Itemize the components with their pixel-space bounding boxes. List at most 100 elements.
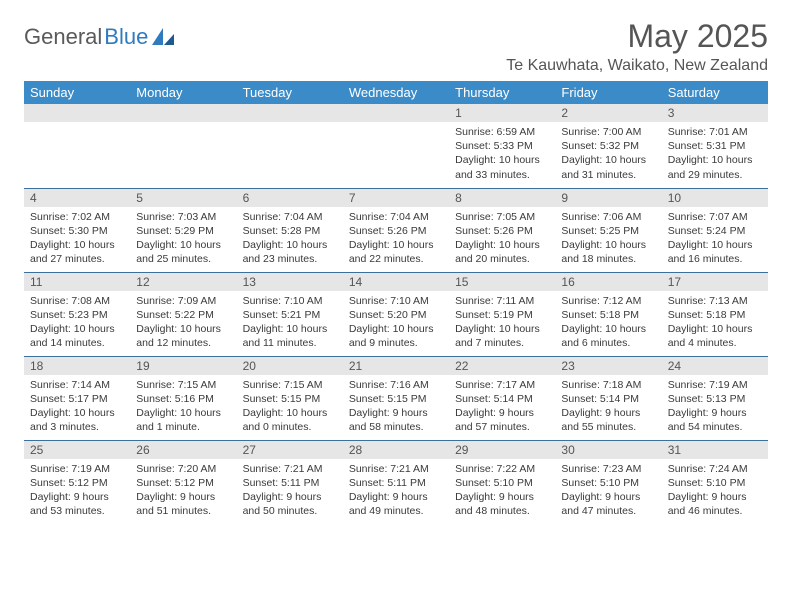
day-cell: 8Sunrise: 7:05 AMSunset: 5:26 PMDaylight… — [449, 188, 555, 272]
day-data: Sunrise: 7:06 AMSunset: 5:25 PMDaylight:… — [555, 207, 661, 271]
daylight-text: Daylight: 9 hours and 55 minutes. — [561, 406, 655, 434]
day-number: 22 — [449, 357, 555, 375]
day-data: Sunrise: 7:04 AMSunset: 5:26 PMDaylight:… — [343, 207, 449, 271]
sunset-text: Sunset: 5:24 PM — [668, 224, 762, 238]
daylight-text: Daylight: 10 hours and 31 minutes. — [561, 153, 655, 181]
sunset-text: Sunset: 5:11 PM — [349, 476, 443, 490]
day-cell: 11Sunrise: 7:08 AMSunset: 5:23 PMDayligh… — [24, 272, 130, 356]
day-data: Sunrise: 7:15 AMSunset: 5:15 PMDaylight:… — [237, 375, 343, 439]
day-number — [343, 104, 449, 122]
day-number: 26 — [130, 441, 236, 459]
daylight-text: Daylight: 10 hours and 27 minutes. — [30, 238, 124, 266]
sunrise-text: Sunrise: 7:21 AM — [349, 462, 443, 476]
col-header: Wednesday — [343, 81, 449, 104]
day-number: 4 — [24, 189, 130, 207]
col-header: Sunday — [24, 81, 130, 104]
day-data: Sunrise: 7:23 AMSunset: 5:10 PMDaylight:… — [555, 459, 661, 523]
month-title: May 2025 — [506, 18, 768, 55]
sunrise-text: Sunrise: 7:23 AM — [561, 462, 655, 476]
day-cell: 13Sunrise: 7:10 AMSunset: 5:21 PMDayligh… — [237, 272, 343, 356]
sunset-text: Sunset: 5:29 PM — [136, 224, 230, 238]
sunrise-text: Sunrise: 7:21 AM — [243, 462, 337, 476]
day-number: 21 — [343, 357, 449, 375]
day-cell — [237, 104, 343, 188]
sunset-text: Sunset: 5:10 PM — [455, 476, 549, 490]
sunset-text: Sunset: 5:17 PM — [30, 392, 124, 406]
day-number: 27 — [237, 441, 343, 459]
sunrise-text: Sunrise: 7:13 AM — [668, 294, 762, 308]
sunrise-text: Sunrise: 7:24 AM — [668, 462, 762, 476]
day-cell: 7Sunrise: 7:04 AMSunset: 5:26 PMDaylight… — [343, 188, 449, 272]
day-number: 30 — [555, 441, 661, 459]
day-cell: 25Sunrise: 7:19 AMSunset: 5:12 PMDayligh… — [24, 440, 130, 524]
day-data: Sunrise: 7:13 AMSunset: 5:18 PMDaylight:… — [662, 291, 768, 355]
sunset-text: Sunset: 5:10 PM — [561, 476, 655, 490]
day-cell: 28Sunrise: 7:21 AMSunset: 5:11 PMDayligh… — [343, 440, 449, 524]
sunrise-text: Sunrise: 7:10 AM — [243, 294, 337, 308]
day-cell: 12Sunrise: 7:09 AMSunset: 5:22 PMDayligh… — [130, 272, 236, 356]
sunset-text: Sunset: 5:26 PM — [455, 224, 549, 238]
sunset-text: Sunset: 5:26 PM — [349, 224, 443, 238]
day-number: 25 — [24, 441, 130, 459]
day-number: 17 — [662, 273, 768, 291]
day-data: Sunrise: 7:11 AMSunset: 5:19 PMDaylight:… — [449, 291, 555, 355]
day-number: 3 — [662, 104, 768, 122]
sunset-text: Sunset: 5:33 PM — [455, 139, 549, 153]
daylight-text: Daylight: 10 hours and 11 minutes. — [243, 322, 337, 350]
day-data: Sunrise: 7:07 AMSunset: 5:24 PMDaylight:… — [662, 207, 768, 271]
day-number: 7 — [343, 189, 449, 207]
day-data: Sunrise: 7:21 AMSunset: 5:11 PMDaylight:… — [343, 459, 449, 523]
sunrise-text: Sunrise: 7:10 AM — [349, 294, 443, 308]
day-number — [237, 104, 343, 122]
day-cell: 9Sunrise: 7:06 AMSunset: 5:25 PMDaylight… — [555, 188, 661, 272]
sunrise-text: Sunrise: 7:15 AM — [136, 378, 230, 392]
daylight-text: Daylight: 9 hours and 58 minutes. — [349, 406, 443, 434]
daylight-text: Daylight: 9 hours and 49 minutes. — [349, 490, 443, 518]
sunset-text: Sunset: 5:18 PM — [561, 308, 655, 322]
day-number: 23 — [555, 357, 661, 375]
sunrise-text: Sunrise: 7:22 AM — [455, 462, 549, 476]
logo-text-blue: Blue — [104, 24, 148, 50]
header: GeneralBlue May 2025 Te Kauwhata, Waikat… — [24, 18, 768, 75]
sunrise-text: Sunrise: 7:01 AM — [668, 125, 762, 139]
day-cell: 3Sunrise: 7:01 AMSunset: 5:31 PMDaylight… — [662, 104, 768, 188]
sunset-text: Sunset: 5:31 PM — [668, 139, 762, 153]
daylight-text: Daylight: 10 hours and 12 minutes. — [136, 322, 230, 350]
day-cell: 18Sunrise: 7:14 AMSunset: 5:17 PMDayligh… — [24, 356, 130, 440]
day-cell: 2Sunrise: 7:00 AMSunset: 5:32 PMDaylight… — [555, 104, 661, 188]
sunrise-text: Sunrise: 7:15 AM — [243, 378, 337, 392]
day-number: 28 — [343, 441, 449, 459]
sunset-text: Sunset: 5:12 PM — [136, 476, 230, 490]
day-cell: 19Sunrise: 7:15 AMSunset: 5:16 PMDayligh… — [130, 356, 236, 440]
sunrise-text: Sunrise: 7:09 AM — [136, 294, 230, 308]
sunset-text: Sunset: 5:15 PM — [243, 392, 337, 406]
daylight-text: Daylight: 10 hours and 1 minute. — [136, 406, 230, 434]
day-cell: 6Sunrise: 7:04 AMSunset: 5:28 PMDaylight… — [237, 188, 343, 272]
sunset-text: Sunset: 5:22 PM — [136, 308, 230, 322]
sunrise-text: Sunrise: 7:19 AM — [668, 378, 762, 392]
day-data: Sunrise: 7:10 AMSunset: 5:20 PMDaylight:… — [343, 291, 449, 355]
day-cell: 5Sunrise: 7:03 AMSunset: 5:29 PMDaylight… — [130, 188, 236, 272]
day-data: Sunrise: 6:59 AMSunset: 5:33 PMDaylight:… — [449, 122, 555, 186]
sunrise-text: Sunrise: 7:14 AM — [30, 378, 124, 392]
sunset-text: Sunset: 5:10 PM — [668, 476, 762, 490]
day-number: 2 — [555, 104, 661, 122]
day-data: Sunrise: 7:12 AMSunset: 5:18 PMDaylight:… — [555, 291, 661, 355]
day-number: 29 — [449, 441, 555, 459]
day-data: Sunrise: 7:21 AMSunset: 5:11 PMDaylight:… — [237, 459, 343, 523]
daylight-text: Daylight: 9 hours and 51 minutes. — [136, 490, 230, 518]
day-data: Sunrise: 7:19 AMSunset: 5:12 PMDaylight:… — [24, 459, 130, 523]
day-number: 14 — [343, 273, 449, 291]
day-cell: 24Sunrise: 7:19 AMSunset: 5:13 PMDayligh… — [662, 356, 768, 440]
sunrise-text: Sunrise: 7:00 AM — [561, 125, 655, 139]
day-data: Sunrise: 7:01 AMSunset: 5:31 PMDaylight:… — [662, 122, 768, 186]
col-header: Tuesday — [237, 81, 343, 104]
day-data: Sunrise: 7:20 AMSunset: 5:12 PMDaylight:… — [130, 459, 236, 523]
day-cell: 29Sunrise: 7:22 AMSunset: 5:10 PMDayligh… — [449, 440, 555, 524]
daylight-text: Daylight: 10 hours and 6 minutes. — [561, 322, 655, 350]
day-cell: 1Sunrise: 6:59 AMSunset: 5:33 PMDaylight… — [449, 104, 555, 188]
day-cell — [343, 104, 449, 188]
day-number: 31 — [662, 441, 768, 459]
daylight-text: Daylight: 10 hours and 16 minutes. — [668, 238, 762, 266]
sunset-text: Sunset: 5:23 PM — [30, 308, 124, 322]
